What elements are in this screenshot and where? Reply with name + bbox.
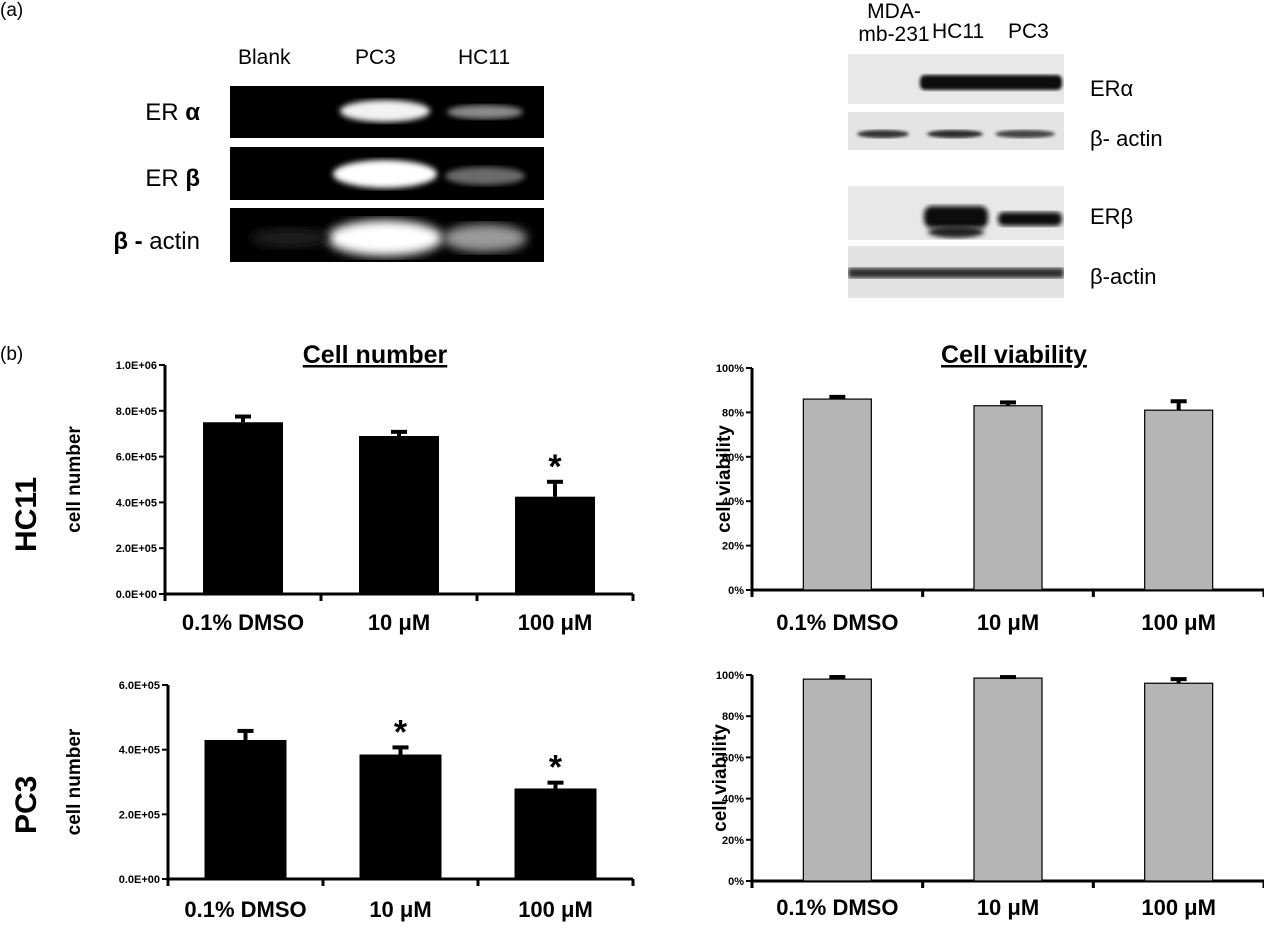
y-tick-label: 4.0E+05 [116, 497, 157, 509]
band [848, 268, 1064, 278]
wb-lane-label: PC3 [1008, 20, 1049, 43]
y-tick-label: 100% [716, 670, 744, 682]
category-label: 10 μM [977, 610, 1039, 635]
gel-row-greek: α [185, 99, 200, 126]
bar [973, 677, 1043, 882]
y-axis-label: cell viability [714, 425, 735, 533]
band [333, 160, 437, 188]
category-label: 10 μM [977, 895, 1039, 920]
band [447, 105, 523, 119]
y-tick-label: 0% [728, 876, 744, 888]
y-tick-label: 20% [722, 835, 744, 847]
y-tick-label: 4.0E+05 [119, 745, 160, 757]
gel-row-suffix: actin [142, 228, 200, 255]
bar [203, 422, 283, 594]
chart-pc3-cell-number: cell number 0.0E+00 2.0E+05 4.0E+05 6.0E+05 0… [64, 680, 635, 922]
category-label: 10 μM [369, 897, 431, 922]
category-label: 0.1% DMSO [776, 895, 898, 920]
y-tick-label: 20% [722, 541, 744, 553]
band [927, 130, 983, 138]
wb-row-label: β- actin [1090, 126, 1163, 151]
bar [359, 754, 442, 879]
band [250, 228, 330, 248]
wb-lane-label: HC11 [932, 20, 985, 43]
y-tick-label: 80% [722, 407, 744, 419]
category-label: 100 μM [1141, 610, 1216, 635]
category-label: 0.1% DMSO [182, 610, 304, 635]
band [920, 75, 1062, 90]
wb-row-label: β-actin [1090, 264, 1157, 289]
wb-lane-label: MDA- mb-231 [858, 0, 930, 46]
y-tick-label: 8.0E+05 [116, 406, 157, 418]
band [327, 220, 443, 256]
wb-row-label: ERβ [1090, 204, 1134, 229]
y-tick-label: 0% [728, 585, 744, 597]
y-tick-label: 6.0E+05 [116, 452, 157, 464]
gel-row-greek: β - [113, 228, 143, 255]
y-axis-label: cell viability [710, 724, 731, 832]
panel-b-label: (b) [0, 344, 24, 365]
category-label: 100 μM [518, 897, 593, 922]
y-tick-label: 2.0E+05 [119, 809, 160, 821]
y-axis-label: cell number [64, 426, 85, 533]
band [928, 226, 984, 238]
y-tick-label: 60% [722, 752, 744, 764]
band [340, 100, 430, 122]
y-tick-label: 80% [722, 711, 744, 723]
band [998, 212, 1062, 226]
wb-row-label: ERα [1090, 76, 1134, 101]
bar [204, 739, 287, 879]
gel-row-greek: β [185, 165, 200, 192]
chart-hc11-cell-number: Cell number cell number 0.0E+00 2.0E+05 4.0E… [64, 341, 635, 635]
category-label: 100 μM [1141, 895, 1216, 920]
category-label: 100 μM [518, 610, 593, 635]
gel-row-prefix: ER [145, 165, 179, 192]
bar [802, 398, 872, 591]
y-axis-label: cell number [64, 728, 85, 835]
bar [1144, 409, 1214, 591]
gel-lane-label: Blank [238, 46, 291, 69]
y-tick-label: 6.0E+05 [119, 680, 160, 692]
western-blot-image [848, 54, 1064, 298]
bar [973, 405, 1043, 591]
bar [359, 435, 439, 594]
chart-pc3-cell-viability: cell viability 0% 20% 40% 60% 80% 100% 0.1% DMS… [710, 670, 1264, 920]
chart-hc11-cell-viability: Cell viability cell viability 0% 20% 40% 60% 8… [714, 341, 1264, 635]
y-tick-label: 100% [716, 363, 744, 375]
significance-marker: * [394, 713, 408, 751]
bar [515, 496, 595, 594]
gel-row-prefix: ER [145, 99, 179, 126]
y-tick-label: 1.0E+06 [116, 360, 157, 372]
category-label: 10 μM [368, 610, 430, 635]
gel-row-label: ER β [10, 165, 200, 193]
chart-title: Cell viability [941, 341, 1087, 369]
bar [514, 788, 597, 879]
significance-marker: * [548, 448, 562, 486]
bar [1144, 682, 1214, 882]
bar [802, 678, 872, 882]
panel-a-label: (a) [0, 0, 24, 21]
band [857, 130, 909, 138]
band [924, 206, 988, 228]
band [995, 130, 1055, 138]
gel-image [230, 86, 544, 262]
gel-row-label: β - actin [10, 228, 200, 256]
category-label: 0.1% DMSO [776, 610, 898, 635]
category-label: 0.1% DMSO [184, 897, 306, 922]
y-tick-label: 40% [722, 496, 744, 508]
band [443, 224, 527, 252]
y-tick-label: 40% [722, 794, 744, 806]
gel-lane-label: HC11 [458, 46, 511, 69]
band [445, 167, 525, 185]
y-tick-label: 2.0E+05 [116, 543, 157, 555]
gel-row-label: ER α [10, 99, 200, 127]
y-tick-label: 0.0E+00 [119, 874, 160, 886]
y-tick-label: 60% [722, 452, 744, 464]
y-tick-label: 0.0E+00 [116, 589, 157, 601]
significance-marker: * [549, 749, 563, 787]
gel-lane-label: PC3 [355, 46, 396, 69]
chart-title: Cell number [303, 341, 448, 369]
